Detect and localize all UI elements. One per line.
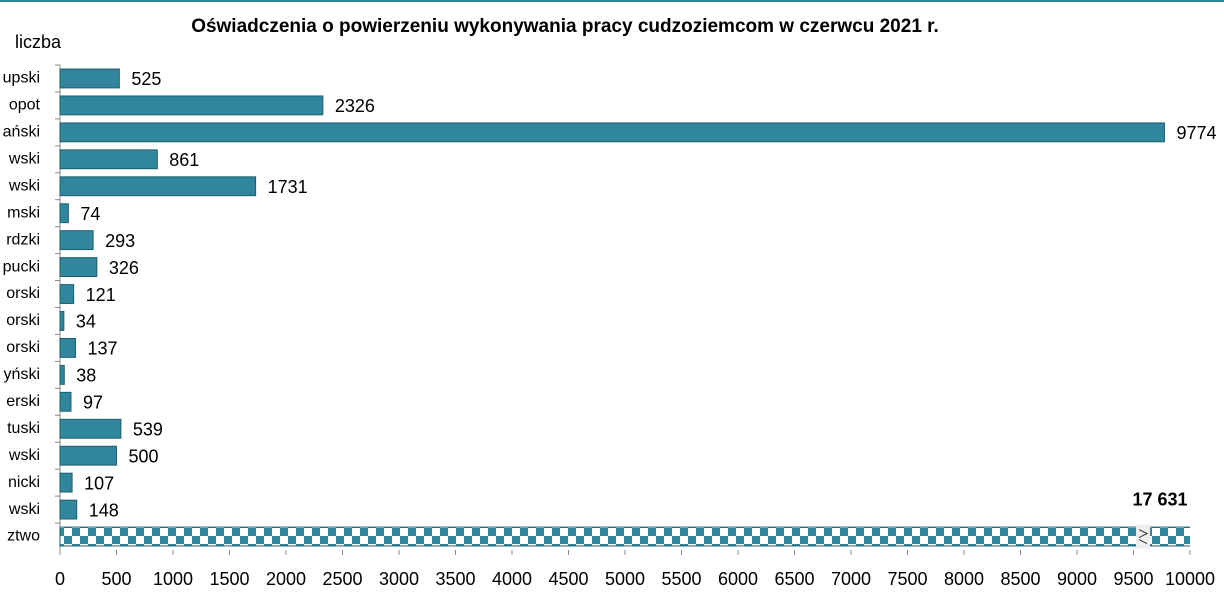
y-tick-label: ztwo	[7, 528, 40, 545]
bar	[59, 230, 94, 251]
value-label: 97	[83, 393, 103, 413]
value-label: 38	[76, 366, 96, 386]
bar	[59, 176, 257, 197]
y-tick-label: pucki	[3, 258, 40, 275]
value-label: 74	[80, 204, 100, 224]
bar	[59, 257, 98, 278]
x-tick-label: 5500	[661, 569, 701, 589]
y-tick-label: rdzki	[6, 231, 40, 248]
bar	[59, 472, 73, 493]
y-tick-label: wski	[8, 501, 40, 518]
bar	[59, 68, 120, 89]
y-tick-label: mski	[7, 204, 40, 221]
x-tick-label: 3000	[379, 569, 419, 589]
y-tick-label: upski	[3, 70, 40, 87]
x-tick-label: 500	[101, 569, 131, 589]
x-tick-label: 9000	[1057, 569, 1097, 589]
x-tick-label: 10000	[1165, 569, 1215, 589]
value-label: 34	[76, 312, 96, 332]
value-label: 148	[89, 500, 119, 520]
axis-break	[1136, 524, 1150, 549]
x-tick-label: 1500	[209, 569, 249, 589]
x-tick-label: 7500	[887, 569, 927, 589]
y-tick-label: erski	[6, 393, 40, 410]
x-tick-label: 3500	[435, 569, 475, 589]
x-tick-label: 4500	[548, 569, 588, 589]
x-tick-label: 8500	[1000, 569, 1040, 589]
x-tick-label: 9500	[1113, 569, 1153, 589]
bar	[59, 95, 324, 116]
bar	[59, 445, 117, 466]
y-tick-label: wski	[8, 447, 40, 464]
bar	[59, 364, 65, 385]
axis-break-mark	[1138, 529, 1149, 544]
value-label: 500	[129, 446, 159, 466]
x-tick-label: 1000	[153, 569, 193, 589]
y-tick-label: yński	[4, 366, 40, 383]
y-tick-label: orski	[6, 312, 40, 329]
bar	[59, 149, 158, 170]
value-label: 525	[131, 69, 161, 89]
value-label: 121	[86, 285, 116, 305]
x-tick-label: 2000	[266, 569, 306, 589]
bar	[59, 284, 75, 304]
x-tick-label: 0	[55, 569, 65, 589]
value-label: 9774	[1176, 123, 1216, 143]
x-tick-label: 6000	[718, 569, 758, 589]
value-label: 137	[87, 339, 117, 359]
value-label: 326	[109, 258, 139, 278]
bar	[59, 526, 1190, 547]
chart-title: Oświadczenia o powierzeniu wykonywania p…	[191, 16, 939, 37]
x-tick-label: 7000	[831, 569, 871, 589]
bar	[59, 311, 65, 331]
x-tick-label: 8000	[944, 569, 984, 589]
value-label: 107	[84, 473, 114, 493]
y-tick-label: wski	[8, 177, 40, 194]
value-label: 539	[133, 420, 163, 440]
axis-label: liczba	[15, 32, 62, 52]
bars	[59, 68, 1190, 547]
y-tick-label: ański	[3, 124, 40, 141]
y-tick-label: wski	[8, 151, 40, 168]
y-tick-label: orski	[6, 339, 40, 356]
x-tick-label: 6500	[774, 569, 814, 589]
value-label: 861	[169, 150, 199, 170]
x-tick-label: 2500	[322, 569, 362, 589]
value-label: 1731	[268, 177, 308, 197]
bar	[59, 499, 78, 520]
y-tick-label: opot	[9, 97, 41, 114]
y-tick-label: tuski	[7, 420, 40, 437]
y-tick-label: nicki	[8, 474, 40, 491]
x-tick-label: 4000	[492, 569, 532, 589]
value-label: 293	[105, 231, 135, 251]
value-label: 2326	[335, 96, 375, 116]
bar	[59, 391, 72, 412]
x-tick-label: 5000	[605, 569, 645, 589]
value-label: 17 631	[1132, 489, 1187, 509]
y-tick-label: orski	[6, 285, 40, 302]
bar	[59, 337, 76, 358]
bar	[59, 418, 122, 439]
bar	[59, 122, 1165, 143]
bar	[59, 203, 69, 224]
